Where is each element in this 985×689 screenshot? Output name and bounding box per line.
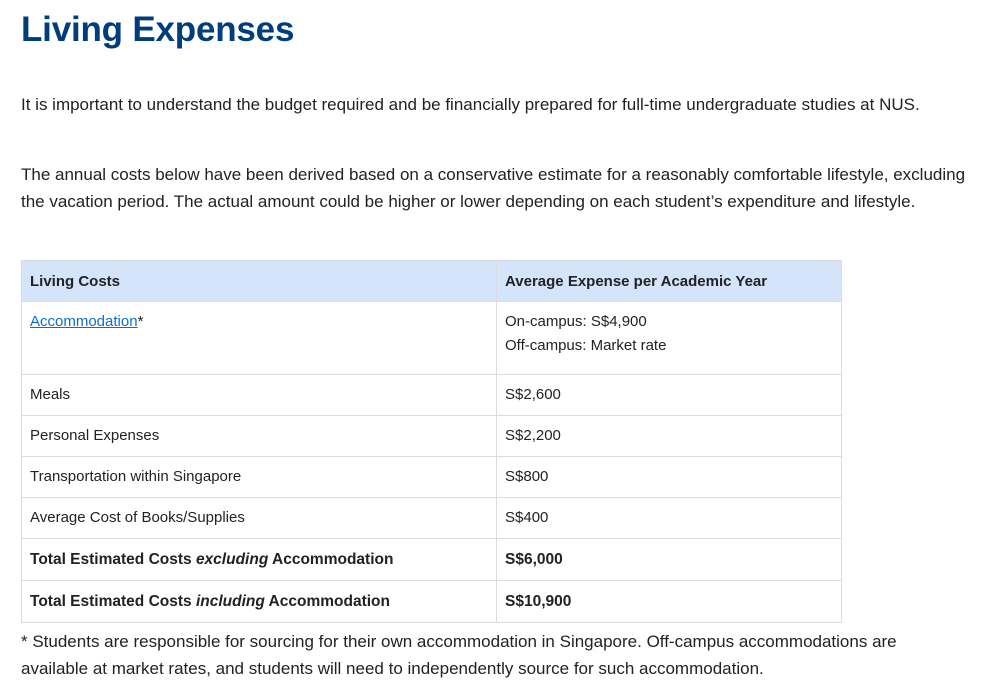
on-campus-cost: On-campus: S$4,900 — [505, 313, 647, 330]
row-value: S$2,600 — [496, 374, 842, 416]
total-value-excluding: S$6,000 — [496, 538, 842, 581]
row-value: S$400 — [496, 497, 842, 539]
total-label-suffix: Accommodation — [268, 550, 394, 568]
table-row-accommodation: Accommodation* On-campus: S$4,900 Off-ca… — [21, 301, 842, 375]
row-label: Average Cost of Books/Supplies — [21, 497, 497, 539]
footnote-marker: * — [137, 313, 144, 330]
row-label: Transportation within Singapore — [21, 456, 497, 498]
accommodation-link[interactable]: Accommodation — [30, 313, 138, 330]
total-label-suffix: Accommodation — [264, 592, 390, 610]
total-label-prefix: Total Estimated Costs — [30, 592, 196, 610]
column-header-living-costs: Living Costs — [21, 260, 497, 302]
total-row-including: Total Estimated Costs including Accommod… — [21, 580, 842, 623]
total-label-excluding: Total Estimated Costs excluding Accommod… — [21, 538, 497, 581]
table-row: Meals S$2,600 — [21, 374, 842, 416]
table-row: Personal Expenses S$2,200 — [21, 415, 842, 457]
accommodation-cell: Accommodation* — [21, 301, 497, 375]
cost-explanation-paragraph: The annual costs below have been derived… — [21, 165, 966, 211]
row-label: Meals — [21, 374, 497, 416]
accommodation-value-cell: On-campus: S$4,900 Off-campus: Market ra… — [496, 301, 842, 375]
table-header-row: Living Costs Average Expense per Academi… — [21, 260, 842, 302]
table-row: Average Cost of Books/Supplies S$400 — [21, 497, 842, 539]
total-label-emphasis: excluding — [195, 550, 269, 568]
total-label-emphasis: including — [195, 592, 265, 610]
column-header-average-expense: Average Expense per Academic Year — [496, 260, 842, 302]
total-label-prefix: Total Estimated Costs — [30, 550, 196, 568]
intro-paragraph: It is important to understand the budget… — [21, 95, 920, 114]
total-row-excluding: Total Estimated Costs excluding Accommod… — [21, 538, 842, 581]
total-label-including: Total Estimated Costs including Accommod… — [21, 580, 497, 623]
row-label: Personal Expenses — [21, 415, 497, 457]
page-title: Living Expenses — [21, 10, 295, 49]
row-value: S$2,200 — [496, 415, 842, 457]
living-costs-table: Living Costs Average Expense per Academi… — [21, 260, 842, 623]
total-value-including: S$10,900 — [496, 580, 842, 623]
table-row: Transportation within Singapore S$800 — [21, 456, 842, 498]
row-value: S$800 — [496, 456, 842, 498]
off-campus-cost: Off-campus: Market rate — [505, 337, 667, 354]
accommodation-footnote: * Students are responsible for sourcing … — [21, 632, 897, 678]
